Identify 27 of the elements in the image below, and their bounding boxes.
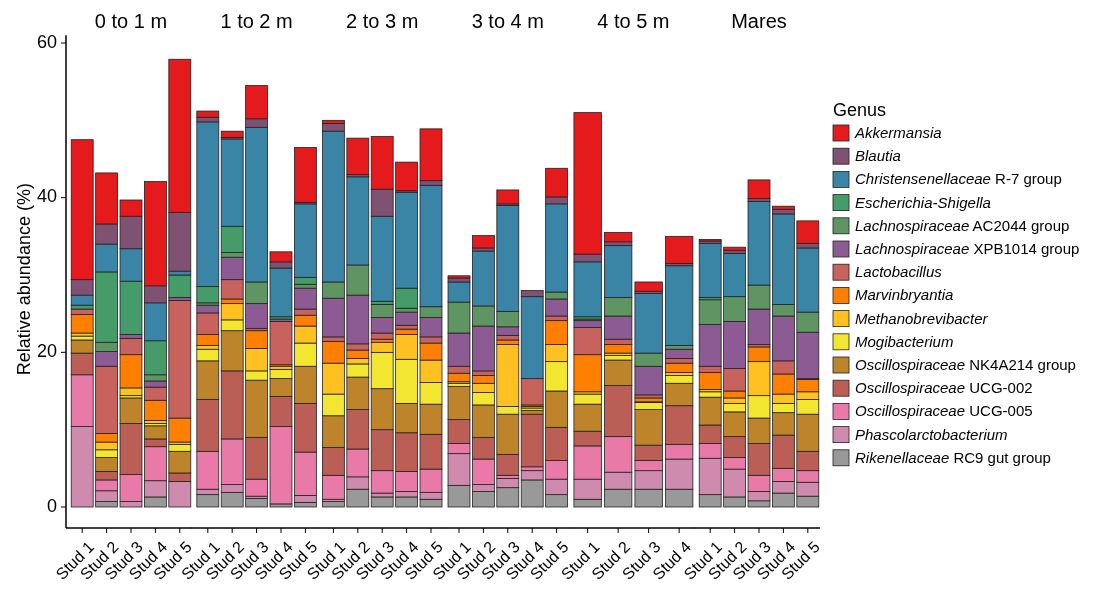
legend-label: Oscillospiraceae UCG-005 xyxy=(855,402,1033,420)
legend-label: Akkermansia xyxy=(854,124,942,141)
legend-label: Christensenellaceae R-7 group xyxy=(855,170,1062,188)
legend-label: Rikenellaceae RC9 gut group xyxy=(855,448,1051,466)
y-tick-label: 40 xyxy=(36,186,57,207)
chart-title: 1 to 2 m xyxy=(220,10,293,32)
y-axis-title: Relative abundance (%) xyxy=(14,183,34,376)
legend-label: Oscillospiraceae UCG-002 xyxy=(855,379,1033,397)
chart-title: Mares xyxy=(731,10,787,32)
legend-label: Mogibacterium xyxy=(855,332,954,350)
chart-title: 2 to 3 m xyxy=(346,10,419,32)
legend-label: Phascolarctobacterium xyxy=(855,425,1008,443)
legend-label: Oscillospiraceae NK4A214 group xyxy=(855,356,1076,373)
y-tick-label: 0 xyxy=(46,495,57,516)
legend-label: Lachnospiraceae XPB1014 group xyxy=(855,240,1080,257)
legend-label: Blautia xyxy=(855,147,901,165)
legend-label: Lactobacillus xyxy=(855,263,943,281)
chart-title: 3 to 4 m xyxy=(471,10,544,32)
legend-label: Methanobrevibacter xyxy=(855,309,989,327)
legend-title: Genus xyxy=(833,100,887,120)
legend-label: Lachnospiraceae AC2044 group xyxy=(855,216,1070,234)
legend-label: Marvinbryantia xyxy=(855,286,954,304)
legend-label: Escherichia-Shigella xyxy=(855,193,991,211)
y-tick-label: 60 xyxy=(36,31,57,52)
chart-title: 0 to 1 m xyxy=(94,10,168,32)
y-tick-label: 20 xyxy=(36,341,57,362)
chart-title: 4 to 5 m xyxy=(597,10,670,32)
